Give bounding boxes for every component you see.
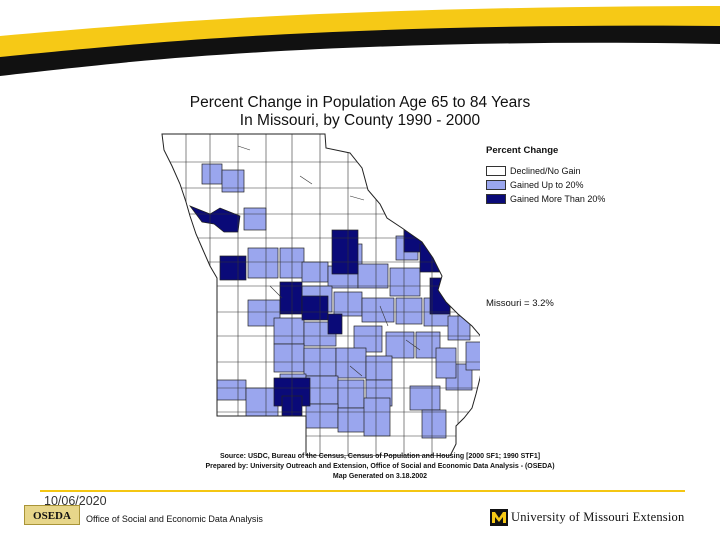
legend-item-declined: Declined/No Gain xyxy=(486,164,605,177)
legend-swatch-dark xyxy=(486,193,506,204)
legend-swatch-light xyxy=(486,179,506,190)
source-line1: Source: USDC, Bureau of the Census, Cens… xyxy=(219,453,541,460)
source-line2: Prepared by: University Outreach and Ext… xyxy=(205,463,555,470)
legend-label: Gained More Than 20% xyxy=(510,193,606,204)
legend-title: Percent Change xyxy=(486,145,559,156)
footer-divider xyxy=(40,490,685,492)
source-notes: Source: USDC, Bureau of the Census, Cens… xyxy=(150,452,610,482)
source-line3: Map Generated on 3.18.2002 xyxy=(332,473,428,480)
legend-label: Gained Up to 20% xyxy=(510,179,584,190)
oseda-logo: OSEDA xyxy=(24,505,80,525)
county-grid xyxy=(162,134,480,456)
map-title-line1: Percent Change in Population Age 65 to 8… xyxy=(189,94,531,111)
header-banner xyxy=(0,0,720,76)
legend-label: Declined/No Gain xyxy=(510,165,581,176)
footer-office-name: Office of Social and Economic Data Analy… xyxy=(86,514,263,524)
missouri-county-map xyxy=(161,133,480,456)
legend-swatch-declined xyxy=(486,165,506,176)
footer-date: 10/06/2020 xyxy=(44,494,107,508)
mu-logo-icon xyxy=(490,509,508,526)
banner-white-swoosh xyxy=(0,0,720,36)
state-outline xyxy=(161,133,480,456)
map-title: Percent Change in Population Age 65 to 8… xyxy=(150,94,570,130)
map-title-line2: In Missouri, by County 1990 - 2000 xyxy=(239,112,481,129)
state-summary: Missouri = 3.2% xyxy=(486,298,554,309)
map-legend: Percent Change Declined/No Gain Gained U… xyxy=(486,145,605,206)
legend-item-gained-more-than-20: Gained More Than 20% xyxy=(486,192,605,205)
footer-university-name: University of Missouri Extension xyxy=(511,510,685,524)
legend-item-gained-up-to-20: Gained Up to 20% xyxy=(486,178,605,191)
